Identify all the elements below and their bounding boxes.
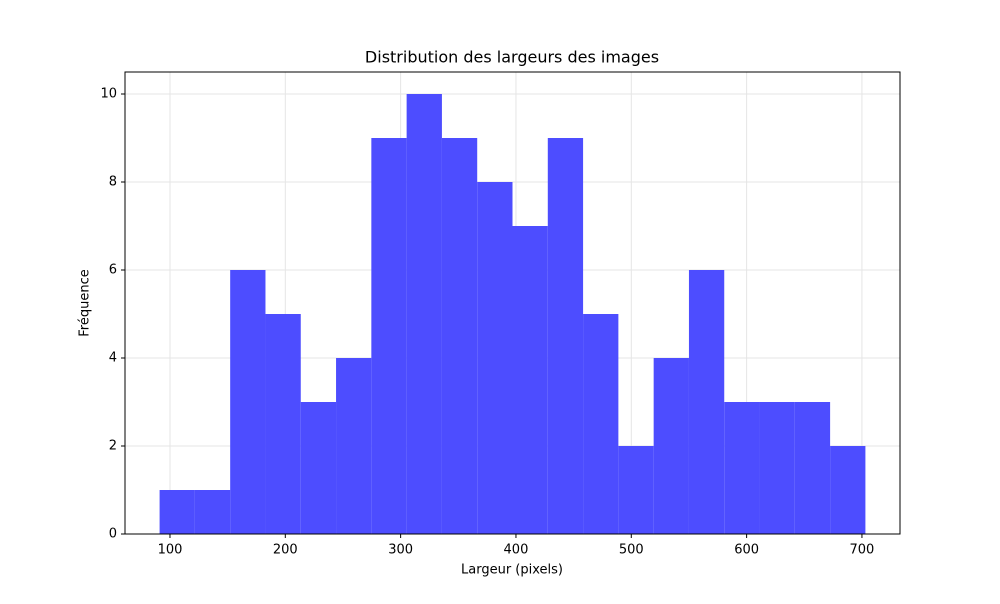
histogram-bar	[194, 490, 231, 534]
y-tick-label: 4	[109, 351, 117, 366]
y-axis-label: Fréquence	[78, 269, 93, 336]
histogram-bar	[724, 402, 760, 534]
histogram-bar	[512, 226, 548, 534]
histogram-bar	[336, 358, 372, 534]
x-tick-label: 700	[850, 543, 875, 558]
chart-title: Distribution des largeurs des images	[365, 48, 659, 67]
histogram-bar	[477, 182, 513, 534]
histogram-bar	[547, 138, 584, 534]
x-tick-label: 200	[273, 543, 298, 558]
x-tick-label: 100	[158, 543, 183, 558]
histogram-bar	[159, 490, 195, 534]
histogram-bar	[794, 402, 831, 534]
x-tick-label: 400	[504, 543, 529, 558]
x-tick-label: 600	[734, 543, 759, 558]
histogram-bar	[653, 358, 689, 534]
histogram-bar	[759, 402, 795, 534]
plot-frame	[124, 71, 901, 535]
y-tick-label: 2	[109, 439, 117, 454]
histogram-bar	[300, 402, 337, 534]
histogram-bar	[265, 314, 301, 534]
histogram-bar	[230, 270, 266, 534]
histogram-bar	[830, 446, 866, 534]
histogram-bar	[618, 446, 654, 534]
y-tick-label: 0	[109, 527, 117, 542]
x-tick-label: 500	[619, 543, 644, 558]
histogram-bar	[688, 270, 725, 534]
y-tick-label: 10	[100, 87, 117, 102]
y-tick-label: 6	[109, 263, 117, 278]
histogram-bar	[406, 94, 442, 534]
y-tick-label: 8	[109, 175, 117, 190]
histogram-bar	[441, 138, 478, 534]
x-tick-label: 300	[388, 543, 413, 558]
x-axis-label: Largeur (pixels)	[461, 563, 563, 578]
histogram-bar	[583, 314, 619, 534]
histogram-bar	[371, 138, 407, 534]
